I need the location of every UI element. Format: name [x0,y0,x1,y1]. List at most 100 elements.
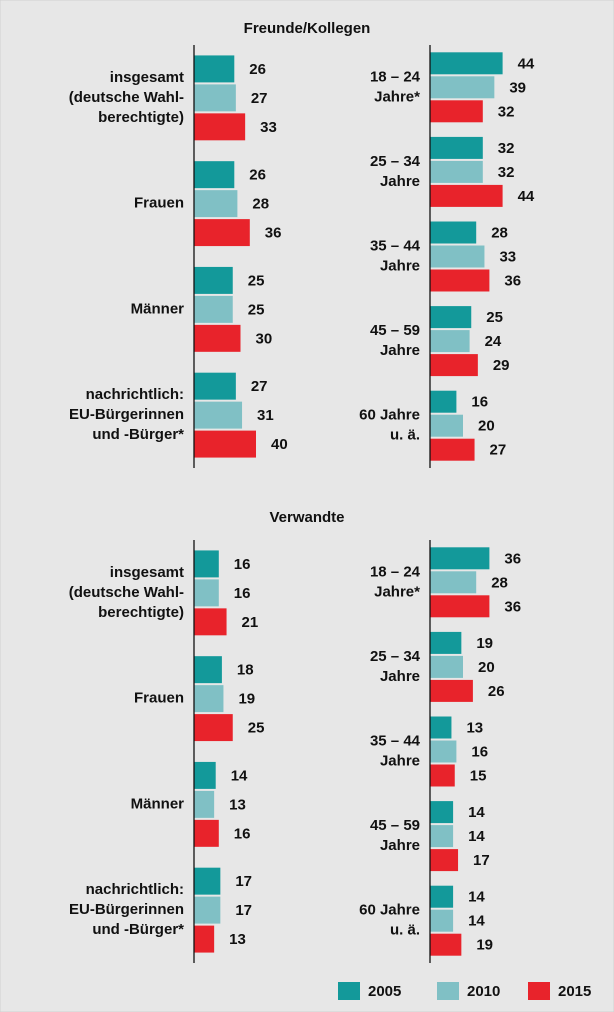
bar [430,221,477,244]
value-label: 28 [252,196,269,213]
value-label: 25 [486,309,503,326]
category-label: berechtigte) [98,604,184,621]
category-label: Jahre* [374,88,420,105]
category-label: Jahre [380,668,420,685]
bar [430,76,495,99]
bar [430,390,457,413]
value-label: 19 [476,937,493,954]
bar [194,896,221,924]
category-label: 18 – 24 [370,68,421,85]
value-label: 14 [231,767,248,784]
value-label: 14 [468,828,485,845]
value-label: 29 [493,357,510,374]
value-label: 31 [257,407,274,424]
section-title: Verwandte [269,509,344,526]
bar [194,401,243,429]
value-label: 17 [473,852,490,869]
value-label: 32 [498,164,515,181]
section-title: Freunde/Kollegen [244,20,371,37]
bar [430,740,457,763]
value-label: 44 [518,188,535,205]
bar [430,885,454,908]
category-label: Jahre* [374,583,420,600]
bar [430,801,454,824]
value-label: 40 [271,436,288,453]
bar [194,295,233,323]
value-label: 19 [238,691,255,708]
value-label: 20 [478,418,495,435]
legend-swatch [437,982,459,1000]
category-label: Jahre [380,173,420,190]
value-label: 21 [242,614,259,631]
legend-label: 2010 [467,983,500,1000]
bar [430,595,490,618]
bar [430,716,452,739]
bar [430,933,462,956]
category-label: (deutsche Wahl- [69,89,184,106]
category-label: Jahre [380,837,420,854]
bar [194,266,233,294]
bar [194,867,221,895]
bar [430,414,463,437]
value-label: 16 [234,825,251,842]
value-label: 27 [251,378,268,395]
value-label: 14 [468,913,485,930]
category-label: und -Bürger* [92,426,184,443]
category-label: 35 – 44 [370,732,421,749]
bar [194,925,215,953]
category-label: Männer [131,795,185,812]
value-label: 25 [248,272,265,289]
bar [194,550,219,578]
category-label: 25 – 34 [370,153,421,170]
category-label: EU-Bürgerinnen [69,406,184,423]
value-label: 20 [478,659,495,676]
bar [430,764,455,787]
value-label: 36 [504,598,521,615]
legend-swatch [338,982,360,1000]
bar [430,160,483,183]
value-label: 36 [504,272,521,289]
bar [430,849,459,872]
category-label: und -Bürger* [92,921,184,938]
value-label: 39 [509,79,526,96]
value-label: 30 [256,330,273,347]
bar [430,330,470,353]
value-label: 14 [468,889,485,906]
category-label: EU-Bürgerinnen [69,901,184,918]
bar [194,190,238,218]
value-label: 16 [234,585,251,602]
bar [430,354,478,377]
category-label: berechtigte) [98,109,184,126]
value-label: 25 [248,301,265,318]
value-label: 26 [249,61,266,78]
bar [430,909,454,932]
bar [430,52,503,75]
value-label: 17 [235,902,252,919]
legend-label: 2015 [558,983,591,1000]
bar [194,761,216,789]
category-label: Jahre [380,257,420,274]
category-label: 18 – 24 [370,563,421,580]
value-label: 13 [229,931,246,948]
bar [194,113,246,141]
category-label: Frauen [134,690,184,707]
category-label: 35 – 44 [370,237,421,254]
bar [194,324,241,352]
bar [430,136,483,159]
category-label: u. ä. [390,427,420,444]
value-label: 27 [251,90,268,107]
bar [194,161,235,189]
value-label: 16 [471,743,488,760]
bar [194,430,256,458]
bar [194,819,219,847]
bar [430,306,472,329]
category-label: 60 Jahre [359,407,420,424]
value-label: 28 [491,224,508,241]
bar [194,84,236,112]
category-label: Jahre [380,752,420,769]
bar [194,608,227,636]
bar [430,631,462,654]
value-label: 19 [476,635,493,652]
